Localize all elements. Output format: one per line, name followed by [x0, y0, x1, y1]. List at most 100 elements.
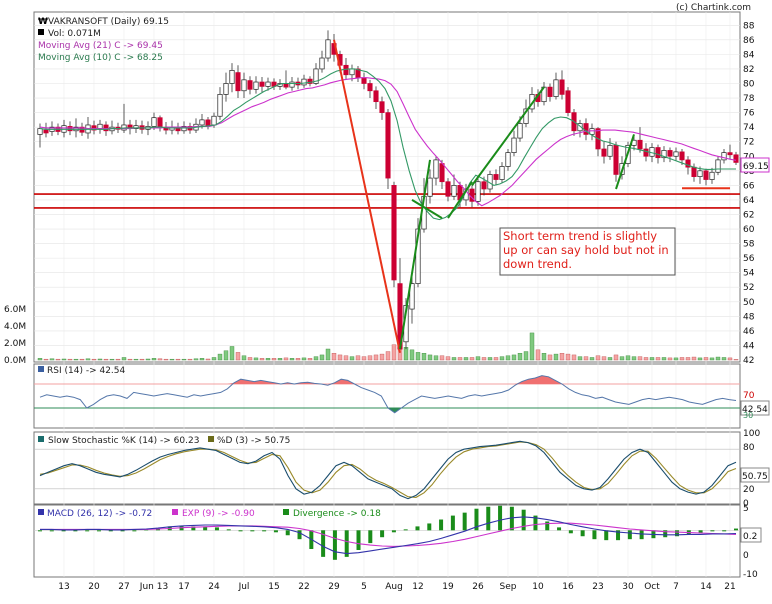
macd-divergence-bar [616, 530, 621, 541]
volume-bar [283, 357, 289, 361]
candle-body [433, 159, 439, 179]
volume-bar [733, 359, 739, 361]
volume-bar [589, 357, 595, 361]
price-tick-label: 78 [743, 94, 755, 104]
candle-body [217, 94, 223, 117]
legend-vol: Vol: 0.071M [48, 29, 101, 39]
volume-bar [517, 353, 523, 361]
candle-body [553, 79, 559, 97]
legend-title: VAKRANSOFT (Daily) 69.15 [48, 17, 169, 27]
x-tick-label: Jun 13 [139, 582, 168, 592]
trend-line [471, 86, 545, 186]
x-tick-label: 22 [298, 582, 309, 592]
volume-bar [421, 353, 427, 361]
candle-body [721, 152, 727, 161]
macd-divergence-bar [722, 530, 727, 532]
trend-line [333, 39, 401, 353]
volume-tick-label: 0.0M [4, 356, 26, 366]
volume-bar [325, 348, 331, 361]
volume-bar [109, 358, 115, 361]
candle-body [559, 79, 565, 95]
volume-bar [523, 351, 529, 361]
moving-averages [39, 68, 737, 221]
volume-bar [43, 358, 49, 361]
volume-bar [721, 357, 727, 361]
volume-bar [385, 351, 391, 361]
volume-bar [319, 354, 325, 361]
volume-tick-label: 4.0M [4, 322, 26, 332]
candle-body [409, 283, 415, 310]
volume-bar [139, 358, 145, 361]
candle-body [691, 166, 697, 177]
trend-line [399, 159, 431, 350]
stoch-tick-20: 20 [743, 485, 755, 495]
volume-bar [577, 356, 583, 361]
price-tick-label: 72 [743, 138, 754, 148]
macd-value-text: 0.2 [743, 532, 757, 542]
candle-body [697, 170, 703, 177]
volume-bar [367, 355, 373, 361]
candle-body [211, 115, 217, 126]
macd-tick-5: 5 [743, 504, 749, 514]
candle-body [439, 163, 445, 183]
volume-bar [697, 357, 703, 361]
stoch-tick-100: 100 [743, 429, 760, 439]
volume-bar [583, 356, 589, 361]
volume-bar [181, 358, 187, 361]
volume-bar [529, 332, 535, 361]
volume-bar [415, 352, 421, 361]
candle-body [565, 90, 571, 113]
x-tick-label: 24 [208, 582, 220, 592]
volume-bar [541, 353, 547, 361]
volume-bar [91, 358, 97, 361]
candle-body [37, 128, 43, 135]
price-tick-label: 84 [743, 50, 755, 60]
macd-divergence-bar [85, 530, 90, 532]
price-tick-label: 66 [743, 181, 755, 191]
price-tick-label: 86 [743, 36, 755, 46]
stoch-k-line [39, 440, 737, 500]
candle-body [151, 117, 157, 127]
macd-divergence-bar [710, 530, 715, 532]
price-tick-label: 52 [743, 283, 754, 293]
price-panel-frame [33, 11, 741, 363]
macd-tick-0: 0 [743, 551, 749, 561]
candle-body [547, 86, 553, 97]
price-tick-label: 70 [743, 152, 755, 162]
macd-divergence-bar [675, 530, 680, 537]
volume-bar [103, 358, 109, 361]
price-tick-label: 62 [743, 210, 754, 220]
volume-bar [379, 353, 385, 361]
candle-body [289, 81, 295, 88]
volume-bar [511, 354, 517, 361]
volume-bar [691, 356, 697, 361]
trend-lines [333, 39, 730, 353]
trend-line [411, 199, 443, 219]
macd-tick-minus10: -10 [743, 570, 758, 580]
ma10-line [39, 68, 736, 221]
macd-divergence-bar [273, 530, 278, 533]
candle-body [181, 126, 187, 132]
volume-bar [499, 356, 505, 361]
annotation-text: Short term trend is slightly up or can s… [503, 229, 669, 271]
support-lines [34, 193, 740, 209]
candle-body [577, 123, 583, 132]
trend-line [447, 181, 473, 219]
candle-body [679, 151, 685, 161]
macd-label: MACD (26, 12) -> -0.72 [47, 509, 152, 519]
macd-divergence-bar [450, 515, 455, 531]
volume-bar [601, 356, 607, 361]
volume-bar [79, 358, 85, 361]
macd-series [34, 505, 740, 560]
macd-divergence-bar [439, 519, 444, 531]
candle-body [223, 83, 229, 95]
axis-labels: 8886848280787674727068666462605856545250… [4, 21, 755, 592]
macd-exp-line [40, 522, 737, 547]
macd-divergence-bar [557, 527, 562, 531]
stoch-value-box [740, 467, 770, 483]
candle-body [265, 81, 271, 87]
x-tick-label: 10 [532, 582, 544, 592]
x-tick-label: 7 [673, 582, 679, 592]
candle-body [157, 117, 163, 128]
macd-divergence-bar [698, 530, 703, 534]
